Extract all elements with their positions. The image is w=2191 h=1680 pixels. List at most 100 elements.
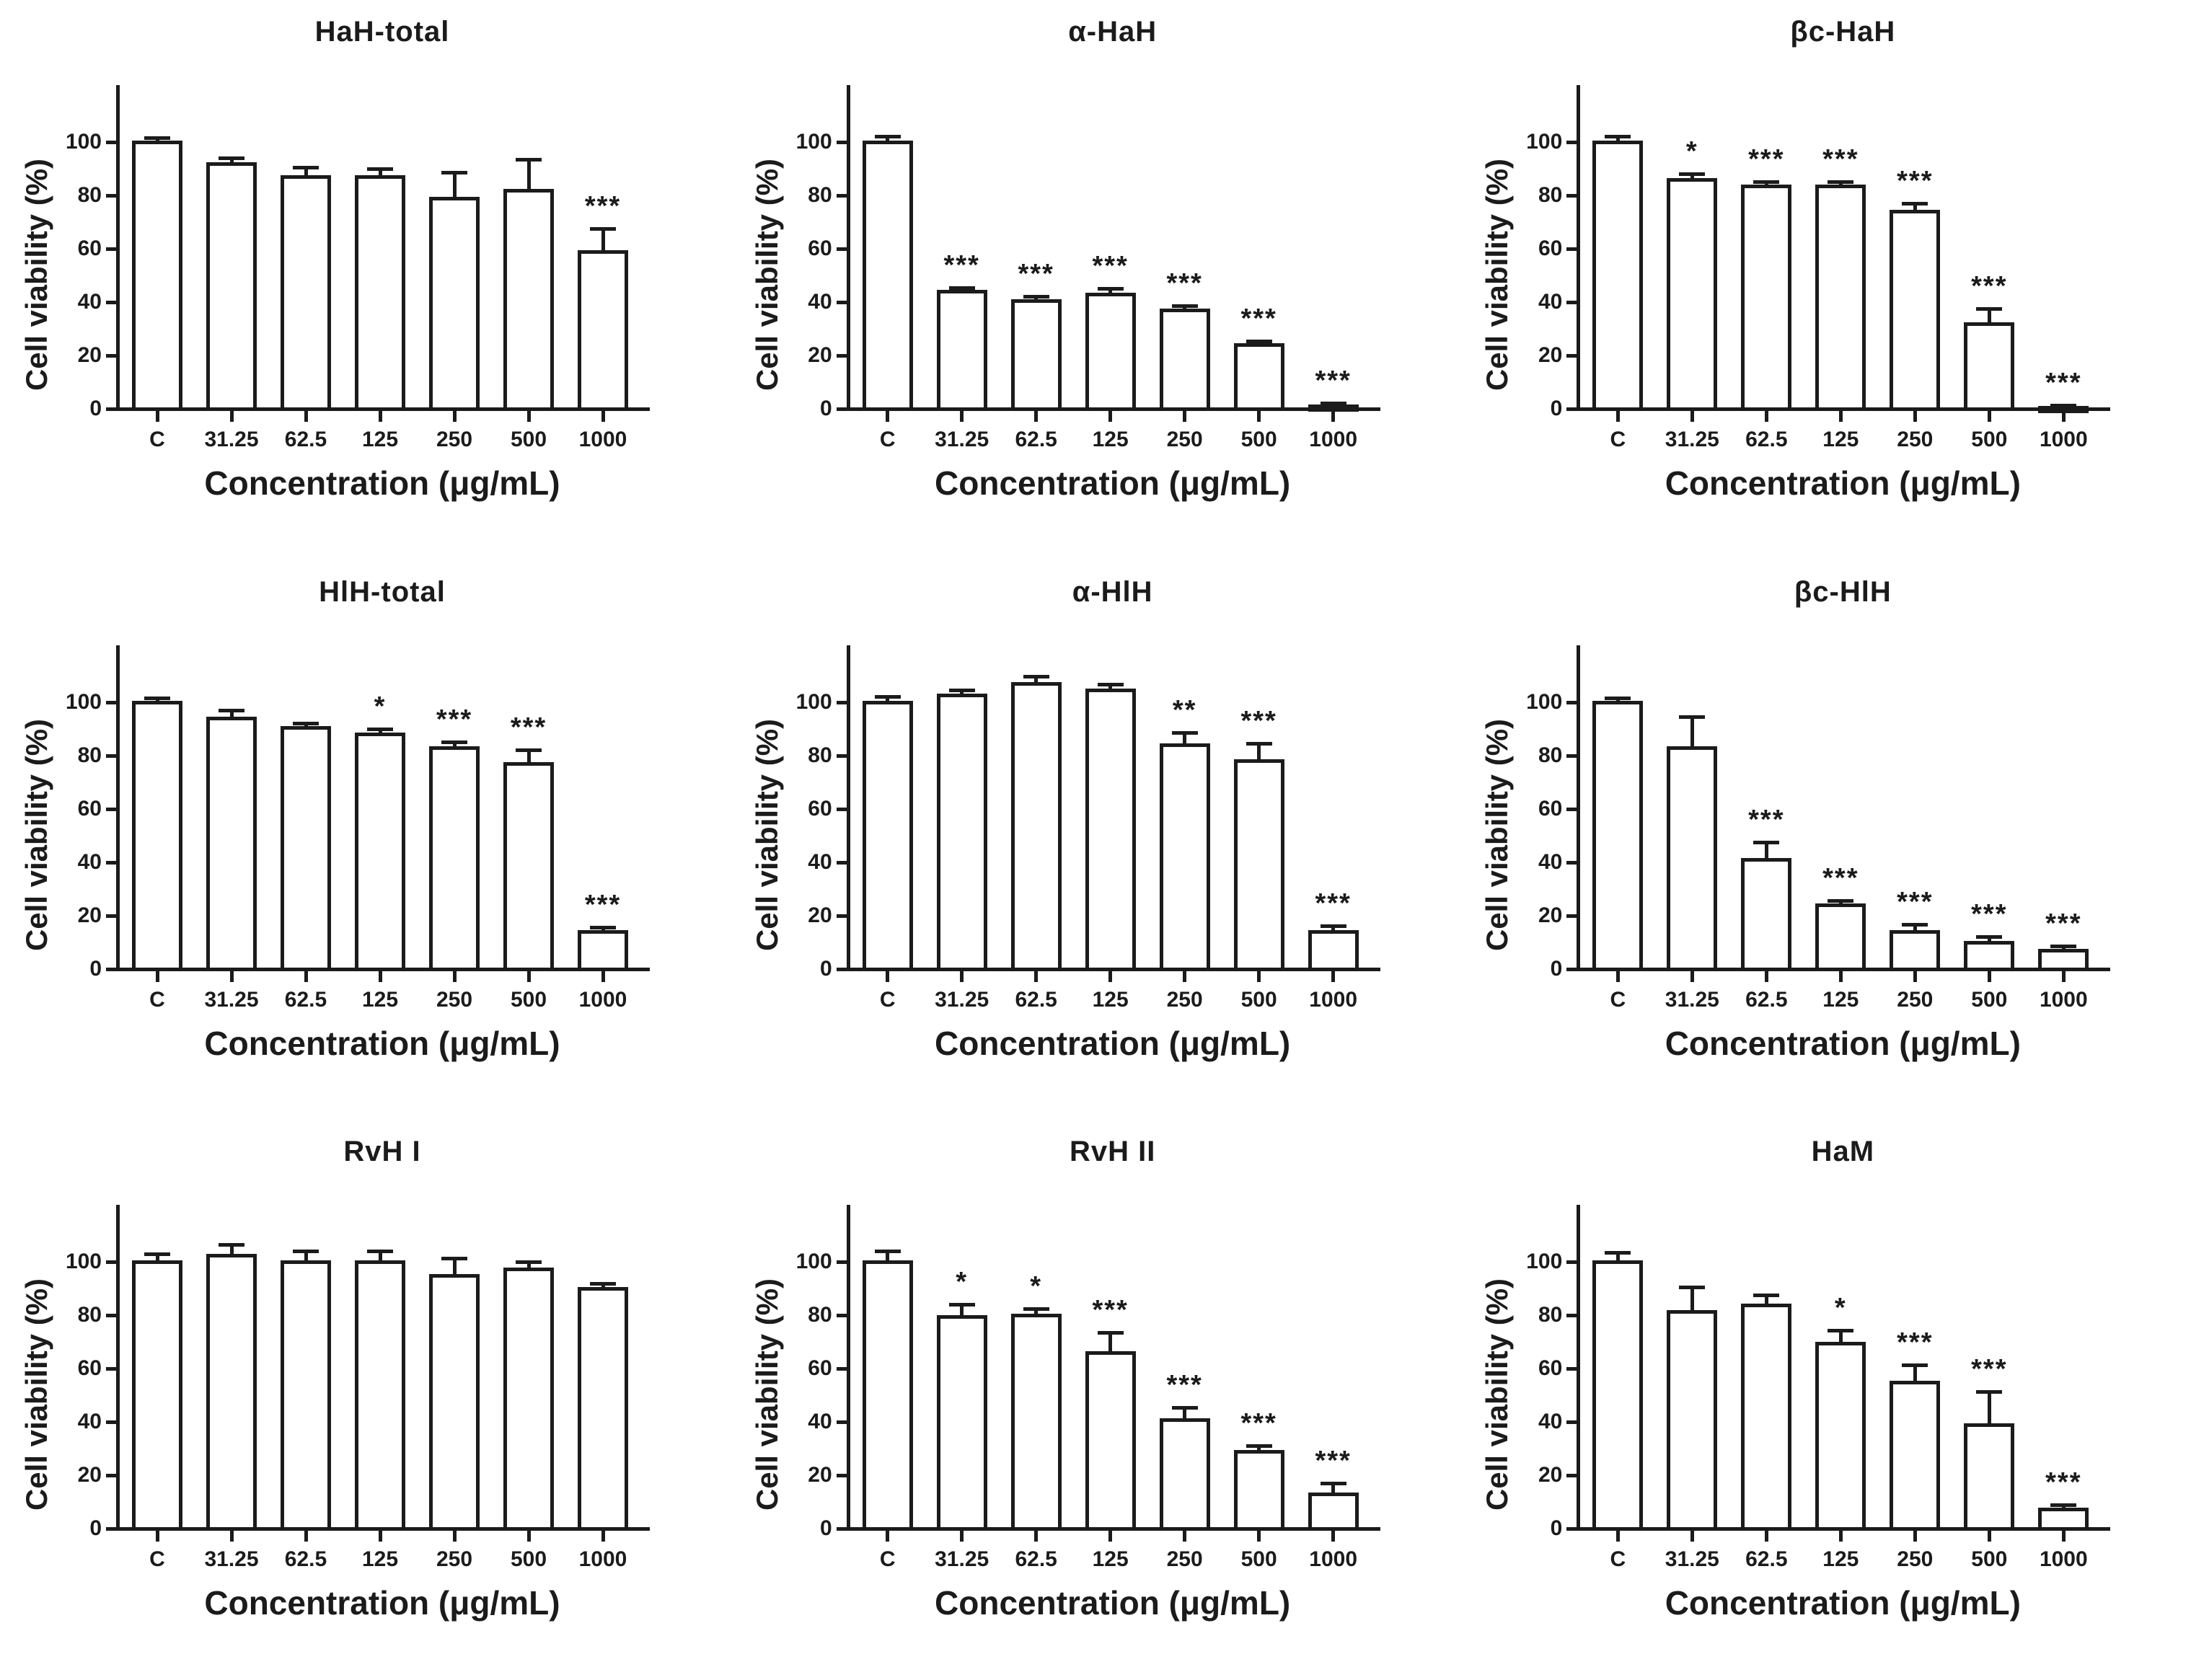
x-tick xyxy=(452,1531,457,1542)
chart-title: HaM xyxy=(1811,1136,1875,1168)
error-bar-whisker xyxy=(1764,1295,1768,1304)
error-bar-whisker xyxy=(378,168,382,176)
error-bar-cap xyxy=(1171,1405,1198,1410)
bar xyxy=(206,716,257,971)
y-tick xyxy=(106,1527,116,1531)
x-tick xyxy=(1108,1531,1113,1542)
error-bar-whisker xyxy=(452,172,457,197)
y-tick xyxy=(106,247,116,251)
x-tick-label: 1000 xyxy=(1309,1547,1358,1572)
error-bar-whisker xyxy=(229,1244,234,1255)
error-bar-cap xyxy=(516,1260,542,1265)
y-tick-label: 0 xyxy=(1550,397,1563,420)
bar xyxy=(1964,1423,2015,1531)
error-bar-whisker xyxy=(526,750,531,762)
error-bar-cap xyxy=(1679,172,1706,177)
bar xyxy=(1741,1303,1792,1531)
y-tick xyxy=(106,407,116,411)
y-tick-label: 40 xyxy=(1538,290,1563,314)
x-tick xyxy=(526,971,531,982)
significance-label: * xyxy=(374,691,387,722)
x-tick-label: 31.25 xyxy=(1665,987,1719,1012)
error-bar-cap xyxy=(874,1250,901,1254)
x-tick-label: 500 xyxy=(510,428,547,451)
bar xyxy=(281,1260,331,1531)
x-tick xyxy=(1838,411,1843,422)
error-bar-cap xyxy=(1171,304,1198,309)
x-tick-label: 500 xyxy=(1971,1547,2008,1572)
y-axis xyxy=(846,645,850,971)
error-bar-cap xyxy=(1753,180,1780,185)
error-bar-cap xyxy=(1976,935,2003,940)
x-tick xyxy=(1331,1531,1336,1542)
error-bar-cap xyxy=(144,1252,170,1257)
x-tick xyxy=(1764,1531,1768,1542)
significance-label: *** xyxy=(2045,368,2082,399)
y-tick-label: 40 xyxy=(77,290,102,314)
bar xyxy=(1085,292,1136,411)
x-tick-label: C xyxy=(879,987,896,1012)
error-bar-whisker xyxy=(1183,1407,1187,1418)
error-bar-cap xyxy=(1320,924,1346,929)
bar xyxy=(1159,1418,1210,1531)
x-axis-label: Concentration (μg/mL) xyxy=(935,464,1291,502)
error-bar-cap xyxy=(1753,1294,1780,1298)
bar xyxy=(1667,177,1718,411)
x-tick-label: 31.25 xyxy=(1665,1547,1719,1572)
error-bar-cap xyxy=(441,1256,467,1260)
x-tick xyxy=(1913,1531,1917,1542)
y-tick xyxy=(1566,301,1577,304)
y-tick-label: 40 xyxy=(808,849,832,874)
x-tick xyxy=(960,971,964,982)
x-tick xyxy=(1913,971,1917,982)
y-tick xyxy=(836,354,847,358)
x-tick-label: 125 xyxy=(1822,987,1859,1012)
x-tick-label: 31.25 xyxy=(204,428,259,451)
y-axis-label: Cell viability (%) xyxy=(1480,1278,1515,1511)
bar xyxy=(132,700,182,971)
x-tick xyxy=(1331,411,1336,422)
x-tick xyxy=(1690,411,1694,422)
error-bar-whisker xyxy=(1108,1332,1113,1352)
bar xyxy=(936,1315,987,1531)
y-axis-label: Cell viability (%) xyxy=(1480,718,1515,951)
x-tick-label: 1000 xyxy=(2039,1547,2088,1572)
y-tick-label: 40 xyxy=(77,849,102,874)
x-tick xyxy=(378,411,382,422)
significance-label: *** xyxy=(1018,259,1054,290)
error-bar-whisker xyxy=(886,1251,890,1261)
x-tick xyxy=(229,411,234,422)
x-tick xyxy=(886,1531,890,1542)
bar xyxy=(1815,185,1866,411)
error-bar-cap xyxy=(1902,201,1928,205)
x-tick xyxy=(1108,971,1113,982)
error-bar-cap xyxy=(1246,1444,1272,1449)
x-tick-label: 500 xyxy=(510,1547,547,1572)
y-tick-label: 60 xyxy=(77,1356,102,1381)
x-tick-label: 62.5 xyxy=(1015,428,1057,451)
error-bar-whisker xyxy=(1183,733,1187,743)
y-tick xyxy=(836,753,847,758)
x-tick-label: C xyxy=(1610,428,1626,451)
significance-label: *** xyxy=(1897,165,1934,196)
bar xyxy=(503,1267,554,1531)
y-tick xyxy=(1566,1314,1577,1318)
error-bar-whisker xyxy=(378,1251,382,1261)
y-tick-label: 0 xyxy=(89,956,102,981)
x-tick-label: C xyxy=(1610,987,1626,1012)
significance-label: * xyxy=(1685,136,1698,167)
bar xyxy=(1308,1493,1359,1531)
y-axis-label: Cell viability (%) xyxy=(19,158,53,392)
x-tick-label: 31.25 xyxy=(204,987,259,1012)
error-bar-cap xyxy=(293,1250,319,1254)
error-bar-cap xyxy=(1753,840,1780,844)
y-axis xyxy=(116,645,120,971)
x-axis-label: Concentration (μg/mL) xyxy=(1665,1584,2021,1622)
significance-label: *** xyxy=(1240,1408,1277,1439)
y-tick xyxy=(106,700,116,704)
error-bar-cap xyxy=(948,286,975,290)
bar xyxy=(1592,1260,1644,1531)
error-bar-cap xyxy=(1023,1307,1049,1311)
y-axis-label: Cell viability (%) xyxy=(749,1278,784,1511)
